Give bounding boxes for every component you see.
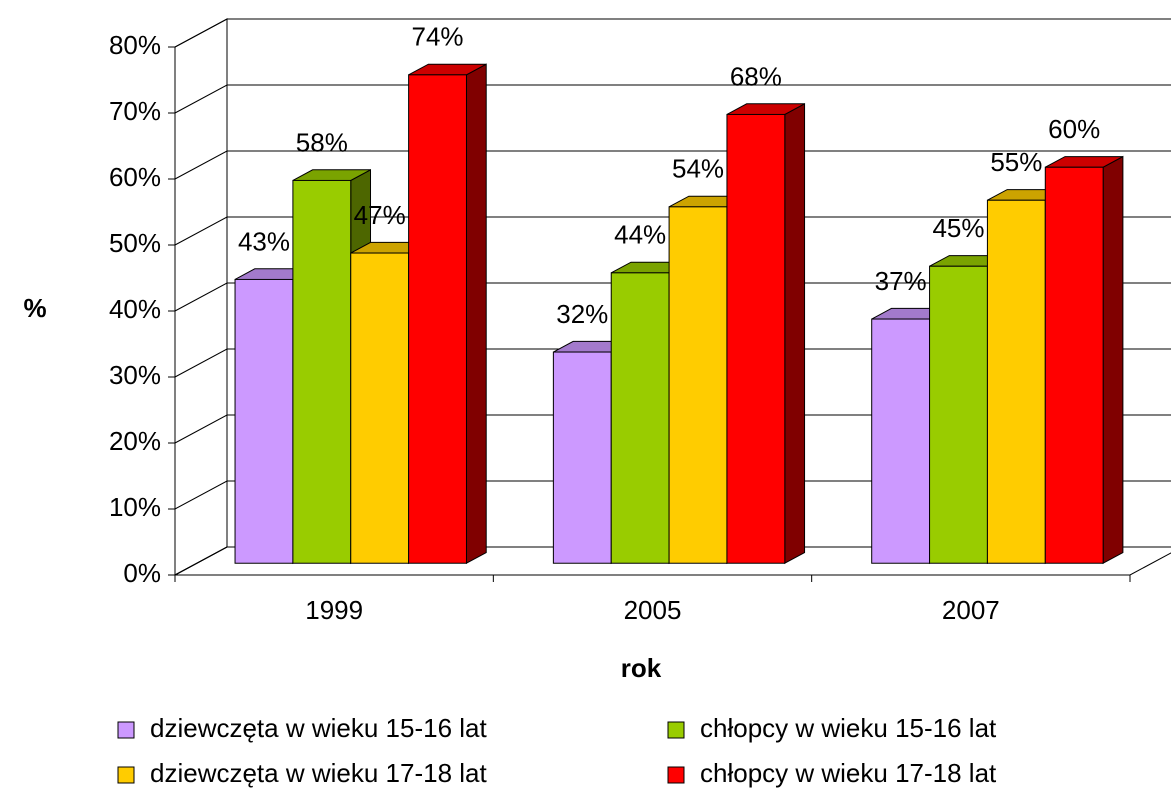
bar: [1044, 155, 1124, 565]
legend-label: dziewczęta w wieku 15-16 lat: [150, 713, 487, 743]
grid-line: [174, 216, 1171, 246]
y-tick-label: 10%: [109, 492, 161, 522]
bar-front: [610, 272, 670, 564]
grid-line: [174, 150, 1171, 180]
y-tick-label: 40%: [109, 294, 161, 324]
grid-line: [174, 282, 1171, 312]
legend-swatch: [667, 766, 685, 784]
value-label: 37%: [875, 266, 927, 296]
value-label: 54%: [672, 154, 724, 184]
legend-swatch: [117, 766, 135, 784]
legend-swatch: [667, 721, 685, 739]
x-axis-title: rok: [621, 653, 662, 683]
y-tick-label: 50%: [109, 228, 161, 258]
value-label: 44%: [614, 220, 666, 250]
x-tick-label: 2005: [624, 595, 682, 625]
y-tick-label: 0%: [123, 558, 161, 588]
value-label: 47%: [354, 200, 406, 230]
bar-side: [1102, 155, 1124, 565]
y-tick-label: 30%: [109, 360, 161, 390]
x-tick-label: 1999: [305, 595, 363, 625]
grid-line: [174, 18, 1171, 48]
legend-label: chłopcy w wieku 15-16 lat: [700, 713, 997, 743]
x-tick-label: 2007: [942, 595, 1000, 625]
bar-front: [929, 265, 988, 564]
value-label: 43%: [238, 226, 290, 256]
bar-side: [784, 102, 806, 565]
value-label: 58%: [296, 127, 348, 157]
bar-front: [986, 199, 1046, 564]
grid-line: [174, 348, 1171, 378]
grid-line: [174, 480, 1171, 510]
legend-label: dziewczęta w wieku 17-18 lat: [150, 758, 487, 788]
bar-front: [408, 74, 467, 564]
bar-side: [465, 63, 487, 565]
y-tick-label: 70%: [109, 96, 161, 126]
value-label: 60%: [1048, 114, 1100, 144]
bar: [408, 63, 487, 565]
bar-front: [234, 278, 294, 564]
grid-line: [174, 546, 1171, 576]
bar-front: [292, 179, 352, 564]
y-tick-label: 20%: [109, 426, 161, 456]
legend-label: chłopcy w wieku 17-18 lat: [700, 758, 997, 788]
y-axis-title: %: [23, 293, 46, 323]
bar-front: [726, 113, 786, 564]
value-label: 74%: [412, 22, 464, 52]
bar-front: [668, 206, 728, 564]
grid-line: [174, 84, 1171, 114]
value-label: 32%: [556, 299, 608, 329]
bar-front: [1044, 166, 1104, 564]
bar-front: [552, 351, 612, 564]
grid-line: [174, 414, 1171, 444]
bar: [726, 102, 806, 565]
value-label: 45%: [932, 213, 984, 243]
bar-front: [350, 252, 410, 564]
value-label: 55%: [990, 147, 1042, 177]
legend-swatch: [117, 721, 135, 739]
value-label: 68%: [730, 61, 782, 91]
y-tick-label: 60%: [109, 162, 161, 192]
y-tick-label: 80%: [109, 30, 161, 60]
bar-front: [871, 318, 931, 564]
